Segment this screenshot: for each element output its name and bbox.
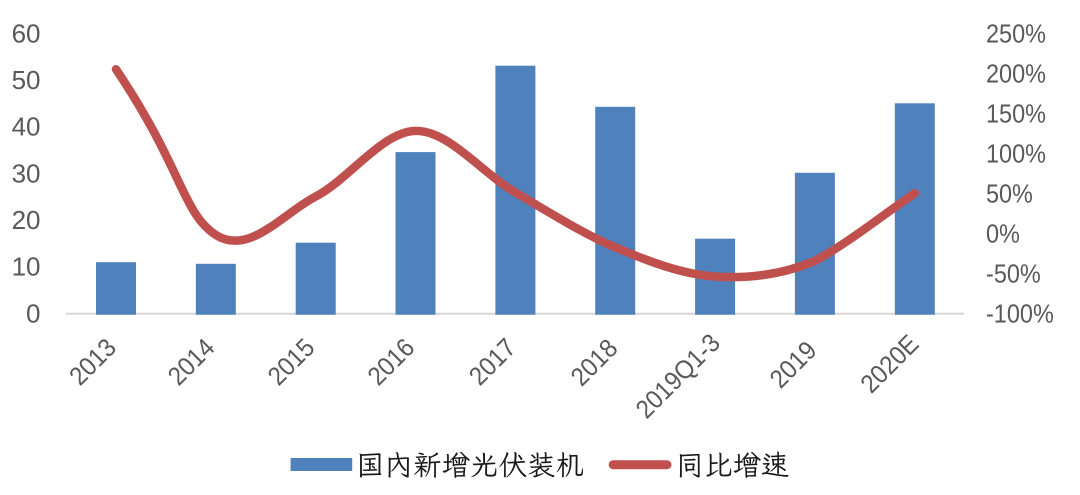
svg-text:150%: 150% (986, 100, 1046, 128)
svg-text:250%: 250% (986, 20, 1046, 48)
svg-text:10: 10 (12, 252, 41, 282)
svg-text:100%: 100% (986, 140, 1046, 168)
svg-text:50%: 50% (986, 180, 1033, 208)
svg-text:20: 20 (12, 205, 41, 235)
svg-text:40: 40 (12, 112, 41, 142)
svg-text:0%: 0% (986, 220, 1020, 248)
svg-text:0: 0 (26, 298, 40, 328)
svg-text:60: 60 (12, 18, 41, 48)
svg-text:50: 50 (12, 65, 41, 95)
svg-text:200%: 200% (986, 60, 1046, 88)
svg-text:-100%: -100% (986, 300, 1054, 328)
svg-text:30: 30 (12, 158, 41, 188)
svg-text:-50%: -50% (986, 260, 1041, 288)
